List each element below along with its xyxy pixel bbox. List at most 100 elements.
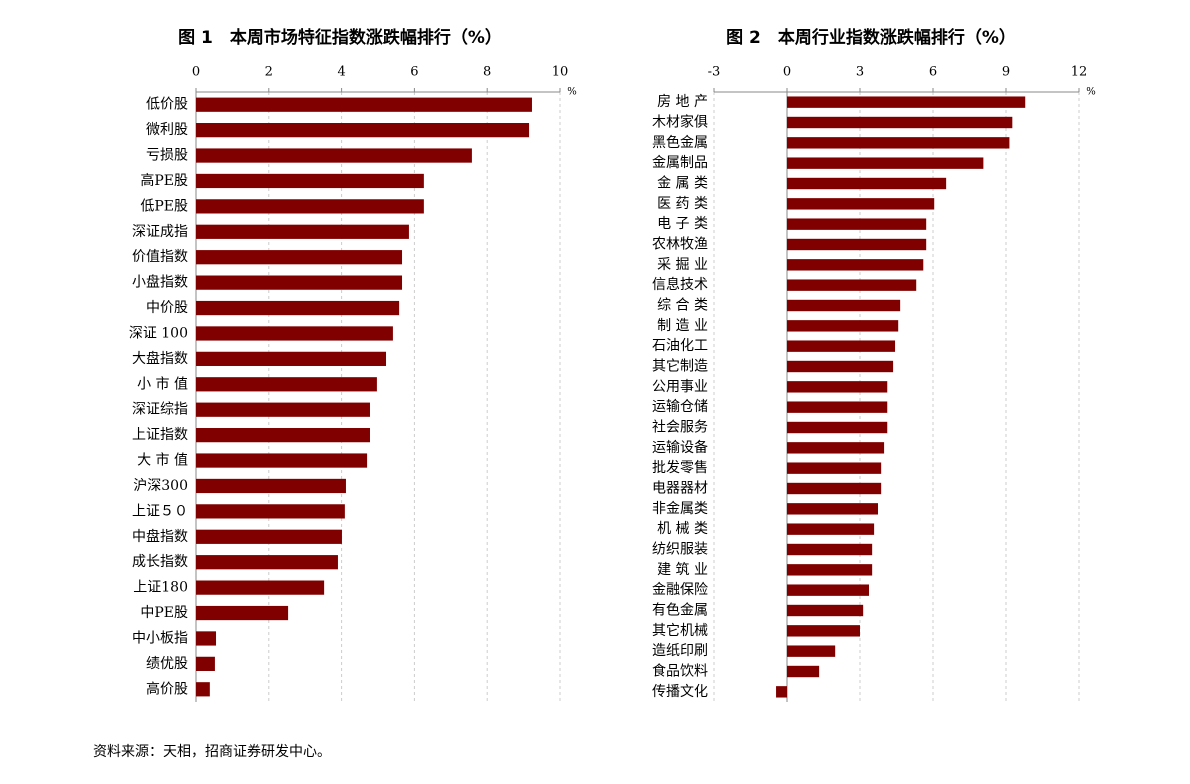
bar bbox=[196, 377, 377, 392]
x-tick-label: 0 bbox=[783, 65, 791, 80]
unit-label: % bbox=[567, 87, 577, 98]
category-label: 上证指数 bbox=[132, 427, 188, 443]
bar bbox=[196, 428, 370, 443]
x-tick-label: 6 bbox=[410, 65, 418, 80]
category-label: 低价股 bbox=[146, 97, 188, 113]
bar bbox=[196, 97, 532, 112]
bar bbox=[787, 299, 901, 312]
category-label: 高PE股 bbox=[140, 172, 188, 189]
x-tick-label: 6 bbox=[929, 65, 937, 80]
bar bbox=[196, 682, 210, 697]
category-label: 公用事业 bbox=[652, 379, 708, 395]
chart-title: 图 1 本周市场特征指数涨跌幅排行（%） bbox=[178, 27, 502, 48]
bar bbox=[787, 564, 873, 576]
bar bbox=[787, 218, 927, 230]
bar bbox=[196, 351, 387, 366]
category-label: 大盘指数 bbox=[132, 350, 188, 367]
bar bbox=[787, 320, 899, 332]
category-label: 成长指数 bbox=[132, 554, 188, 570]
x-tick-label: -3 bbox=[708, 65, 721, 80]
category-label: 采 掘 业 bbox=[657, 257, 708, 273]
category-label: 低PE股 bbox=[140, 198, 188, 214]
category-label: 金 属 类 bbox=[657, 176, 708, 192]
category-label: 运输仓储 bbox=[652, 399, 708, 415]
category-label: 中盘指数 bbox=[132, 528, 188, 545]
category-label: 大 市 值 bbox=[137, 452, 188, 469]
bar bbox=[196, 529, 342, 544]
x-tick-label: 8 bbox=[483, 65, 491, 80]
category-label: 微利股 bbox=[146, 122, 188, 138]
bar bbox=[196, 123, 530, 138]
category-label: 深证 100 bbox=[129, 325, 188, 341]
bar bbox=[787, 462, 882, 474]
category-label: 信息技术 bbox=[652, 276, 708, 293]
bar bbox=[196, 656, 215, 671]
category-label: 上证180 bbox=[133, 580, 188, 596]
bar bbox=[787, 401, 888, 413]
bar bbox=[787, 381, 888, 393]
category-label: 综 合 类 bbox=[657, 298, 708, 314]
category-label: 制 造 业 bbox=[657, 318, 708, 334]
bar bbox=[787, 360, 894, 373]
bar bbox=[787, 543, 873, 556]
bar bbox=[196, 555, 338, 570]
bar bbox=[196, 326, 393, 341]
category-label: 高价股 bbox=[146, 680, 188, 697]
bar bbox=[787, 604, 864, 617]
bar bbox=[196, 478, 346, 494]
category-label: 中价股 bbox=[146, 300, 188, 316]
bar bbox=[787, 584, 870, 596]
bar bbox=[787, 340, 896, 352]
category-label: 价值指数 bbox=[132, 249, 188, 265]
category-label: 有色金属 bbox=[652, 602, 708, 619]
category-label: 其它机械 bbox=[652, 622, 708, 639]
category-label: 建 筑 业 bbox=[657, 562, 708, 578]
bar bbox=[196, 148, 472, 163]
category-label: 深证成指 bbox=[132, 224, 188, 240]
bar bbox=[196, 402, 370, 417]
bar bbox=[787, 238, 927, 251]
bar bbox=[196, 173, 424, 189]
bar bbox=[787, 442, 885, 454]
bar bbox=[787, 157, 984, 169]
category-label: 电器器材 bbox=[652, 481, 708, 497]
bar bbox=[196, 250, 403, 265]
category-label: 纺织服装 bbox=[652, 542, 708, 558]
bar bbox=[787, 198, 935, 210]
category-label: 亏损股 bbox=[146, 148, 188, 164]
bar bbox=[196, 504, 345, 519]
category-label: 黑色金属 bbox=[652, 134, 708, 151]
category-label: 电 子 类 bbox=[657, 216, 708, 232]
bar bbox=[196, 224, 409, 239]
x-tick-label: 9 bbox=[1002, 65, 1010, 80]
category-label: 房 地 产 bbox=[657, 94, 708, 110]
bar bbox=[787, 421, 888, 434]
category-label: 食品饮料 bbox=[652, 663, 708, 680]
category-label: 批发零售 bbox=[652, 460, 708, 476]
x-tick-label: 2 bbox=[265, 65, 273, 80]
unit-label: % bbox=[1086, 87, 1096, 98]
bar bbox=[196, 605, 289, 621]
bar bbox=[787, 645, 836, 657]
category-label: 上证５０ bbox=[132, 503, 188, 519]
category-label: 金融保险 bbox=[652, 582, 708, 598]
bar bbox=[787, 137, 1010, 149]
source-note: 资料来源：天相，招商证券研发中心。 bbox=[93, 744, 331, 760]
category-label: 非金属类 bbox=[652, 501, 708, 517]
category-label: 石油化工 bbox=[652, 338, 708, 354]
bar bbox=[787, 96, 1026, 108]
category-label: 运输设备 bbox=[652, 439, 708, 456]
category-label: 木材家俱 bbox=[652, 114, 708, 131]
category-label: 传播文化 bbox=[652, 684, 708, 700]
category-label: 农林牧渔 bbox=[652, 237, 708, 253]
bar bbox=[787, 116, 1013, 129]
x-tick-label: 0 bbox=[192, 65, 200, 80]
bar bbox=[787, 523, 875, 535]
category-label: 其它制造 bbox=[652, 358, 708, 375]
bar bbox=[787, 482, 882, 495]
bar bbox=[776, 686, 787, 698]
bar bbox=[787, 259, 924, 271]
bar bbox=[787, 279, 917, 291]
bar bbox=[787, 625, 860, 637]
